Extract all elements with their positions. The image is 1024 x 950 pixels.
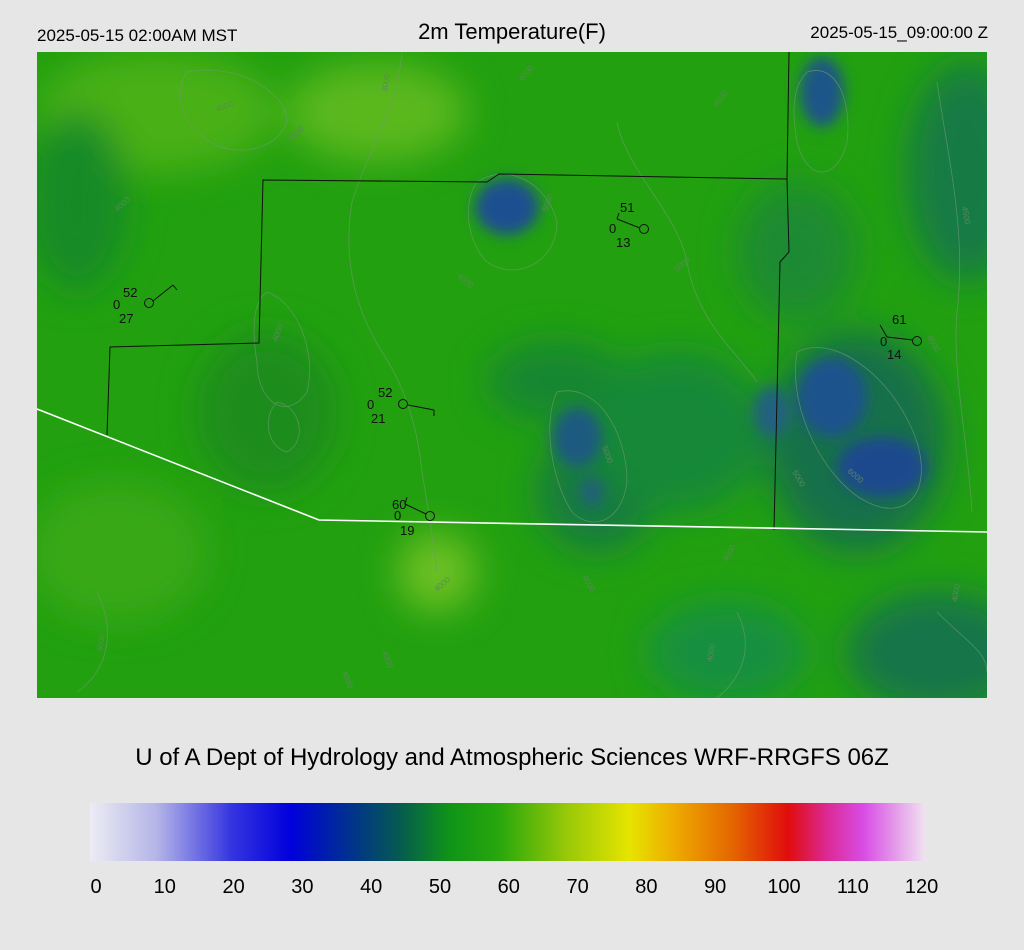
svg-text:61: 61 (892, 312, 906, 327)
colorbar-tick: 20 (222, 876, 245, 898)
station-plot: 60 0 19 (392, 496, 435, 538)
svg-text:0: 0 (394, 508, 401, 523)
svg-text:51: 51 (620, 200, 634, 215)
colorbar-ticks: 0 10 20 30 40 50 60 70 80 90 100 110 120 (0, 876, 1024, 900)
colorbar-tick: 90 (704, 876, 727, 898)
colorbar-tick: 50 (428, 876, 452, 898)
valid-utc-time: 2025-05-15_09:00:00 Z (810, 23, 988, 42)
station-plot: 52 0 27 (113, 284, 178, 326)
model-credit: U of A Dept of Hydrology and Atmospheric… (135, 744, 889, 771)
svg-text:52: 52 (123, 285, 137, 300)
terrain-contours (76, 52, 987, 698)
svg-text:19: 19 (400, 523, 414, 538)
svg-text:13: 13 (616, 235, 630, 250)
svg-text:21: 21 (371, 411, 385, 426)
svg-text:60: 60 (392, 497, 406, 512)
svg-text:14: 14 (887, 347, 901, 362)
svg-text:3000: 3000 (380, 73, 392, 93)
svg-text:0: 0 (609, 221, 616, 236)
svg-text:4500: 4500 (960, 206, 972, 226)
svg-text:0: 0 (880, 334, 887, 349)
temperature-colorbar (90, 803, 926, 861)
svg-text:27: 27 (119, 311, 133, 326)
colorbar-tick: 110 (836, 876, 869, 898)
svg-text:4000: 4000 (950, 583, 962, 603)
svg-text:0: 0 (367, 397, 374, 412)
cold-spots (475, 57, 927, 506)
temperature-map: 3000 4000 4500 5000 4000 4500 4000 5000 … (37, 52, 987, 698)
colorbar-tick: 40 (360, 876, 383, 898)
colorbar-tick: 100 (767, 876, 801, 898)
colorbar-tick: 0 (90, 876, 102, 898)
colorbar-tick: 70 (566, 876, 589, 898)
station-plot: 52 0 21 (367, 385, 435, 426)
svg-text:52: 52 (378, 385, 392, 400)
station-plot: 61 0 14 (879, 312, 922, 362)
county-boundaries (106, 52, 790, 531)
colorbar-tick: 10 (153, 876, 176, 898)
colorbar-tick: 80 (635, 876, 658, 898)
svg-text:5000: 5000 (95, 633, 107, 653)
colorbar-tick: 120 (904, 876, 939, 898)
colorbar-tick: 30 (291, 876, 314, 898)
svg-text:0: 0 (113, 297, 120, 312)
station-plot: 51 0 13 (609, 200, 649, 250)
international-border (37, 408, 987, 533)
station-plots: 52 0 27 51 0 13 61 0 14 52 0 21 (113, 200, 922, 538)
colorbar-tick: 60 (497, 876, 520, 898)
map-title: 2m Temperature(F) (418, 19, 606, 44)
valid-local-time: 2025-05-15 02:00AM MST (37, 26, 238, 45)
svg-text:4000: 4000 (705, 643, 717, 663)
